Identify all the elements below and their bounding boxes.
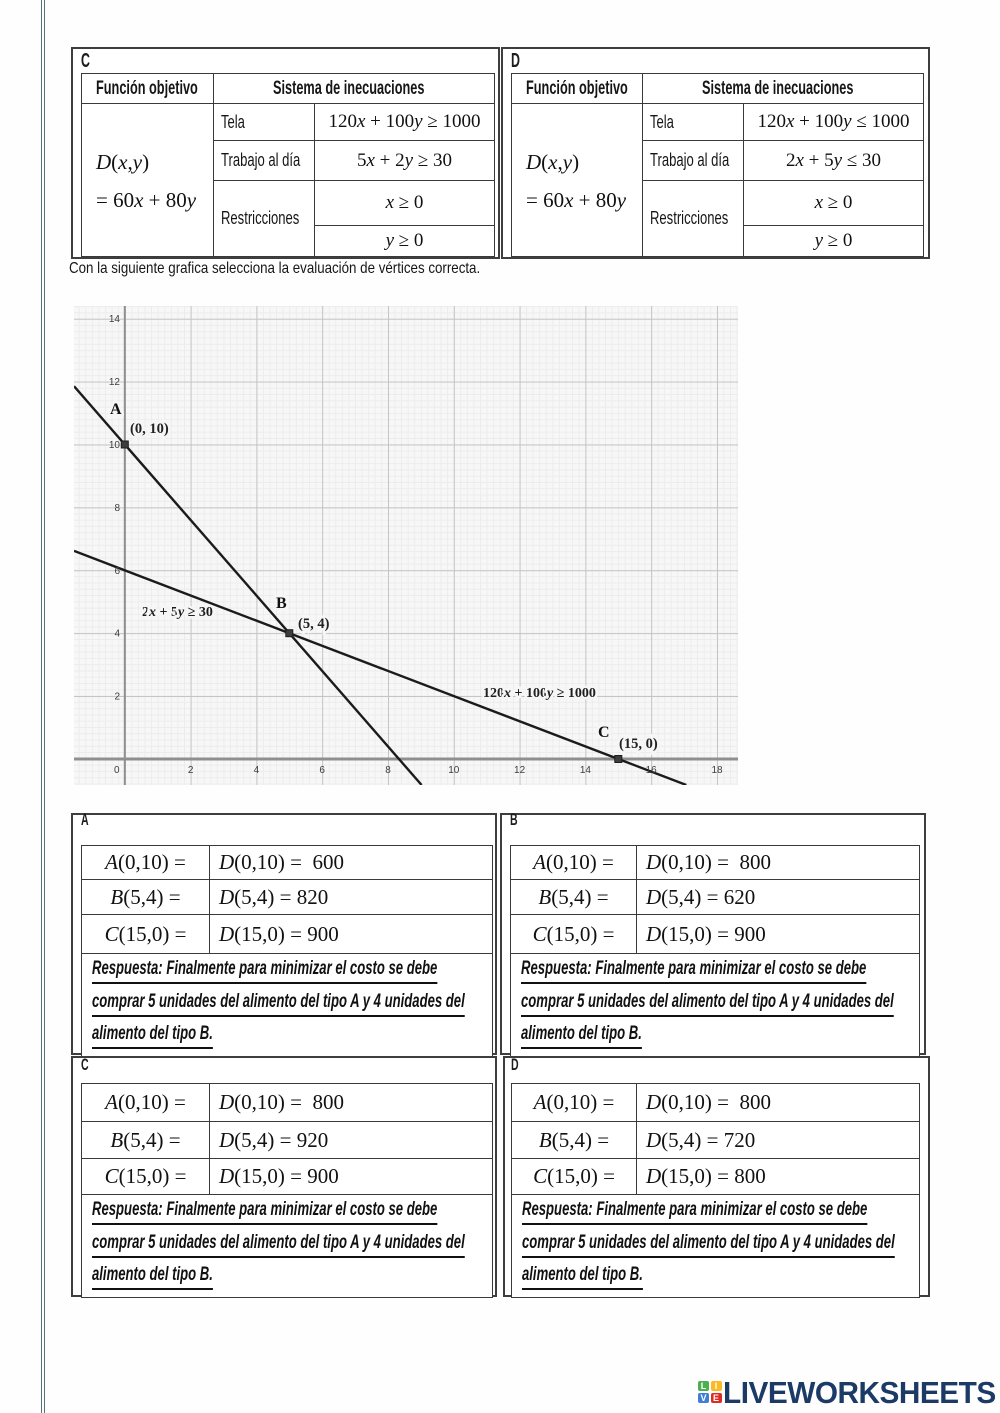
svg-text:14: 14 (109, 314, 121, 325)
svg-text:(5, 4): (5, 4) (298, 616, 330, 632)
svg-text:8: 8 (114, 503, 120, 514)
svg-text:0: 0 (114, 765, 120, 776)
svg-text:16: 16 (646, 765, 658, 776)
svg-text:14: 14 (580, 765, 592, 776)
svg-text:4: 4 (254, 765, 260, 776)
svg-text:6: 6 (114, 566, 120, 577)
svg-text:(15, 0): (15, 0) (619, 736, 658, 752)
svg-text:10: 10 (109, 440, 121, 451)
svg-text:B: B (276, 595, 287, 612)
svg-text:18: 18 (711, 765, 723, 776)
svg-text:6: 6 (319, 765, 325, 776)
svg-text:2: 2 (114, 692, 120, 703)
svg-text:(0, 10): (0, 10) (130, 421, 169, 437)
svg-text:2x + 5y ≥ 30: 2x + 5y ≥ 30 (142, 605, 213, 620)
svg-text:10: 10 (448, 765, 460, 776)
svg-text:12: 12 (109, 377, 121, 388)
svg-text:12: 12 (514, 765, 526, 776)
svg-text:A: A (110, 401, 122, 418)
svg-text:4: 4 (114, 629, 120, 640)
svg-text:8: 8 (385, 765, 391, 776)
svg-text:2: 2 (188, 765, 194, 776)
svg-text:C: C (598, 724, 610, 741)
svg-text:120x + 100y ≥ 1000: 120x + 100y ≥ 1000 (483, 686, 596, 701)
